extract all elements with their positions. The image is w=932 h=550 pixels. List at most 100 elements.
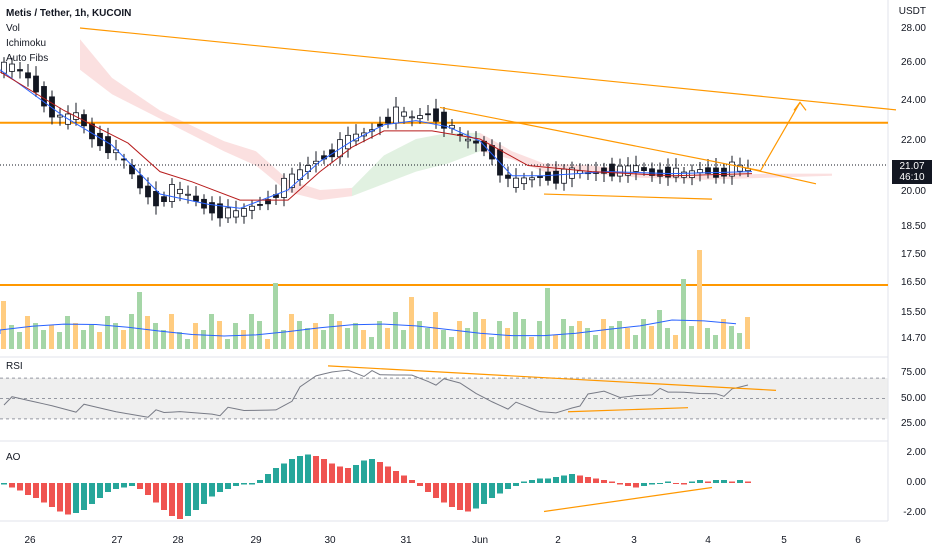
ao-bar [129, 483, 135, 486]
ao-bar [409, 480, 415, 483]
ao-bar [369, 459, 375, 483]
volume-bar [697, 250, 702, 349]
volume-bar [41, 330, 46, 349]
candle-body [409, 116, 415, 119]
ao-trendline [543, 486, 713, 513]
price-axis-label: 18.50 [900, 221, 926, 232]
volume-bar [97, 332, 102, 349]
ao-bar [265, 474, 271, 483]
ao-bar [705, 481, 711, 483]
candle-body [705, 167, 711, 174]
volume-bar [321, 330, 326, 349]
ao-bar [697, 480, 703, 483]
volume-bar [241, 330, 246, 349]
ao-bar [297, 456, 303, 483]
time-axis-label: 3 [631, 535, 637, 546]
ao-bar [249, 483, 255, 485]
ao-bar [497, 483, 503, 494]
ao-bar [689, 481, 695, 483]
ao-bar [161, 483, 167, 510]
ao-bar [425, 483, 431, 492]
volume-bar [361, 330, 366, 349]
ao-bar [177, 483, 183, 519]
ao-bar [745, 481, 751, 483]
ao-bar [641, 483, 647, 486]
candle-body [177, 188, 183, 195]
candle-countdown: 46:10 [899, 172, 925, 183]
ao-bar [729, 481, 735, 483]
volume-bar [393, 312, 398, 349]
volume-bar [1, 301, 6, 349]
current-price-badge: 21.07 46:10 [892, 160, 932, 184]
ao-bar [721, 480, 727, 483]
rsi-axis-label: 25.00 [900, 418, 926, 429]
rsi-pane-label[interactable]: RSI [6, 361, 23, 372]
candle-body [673, 167, 679, 178]
rsi-trendline [327, 365, 777, 391]
time-axis-label: 30 [324, 535, 336, 546]
kijun-line [0, 71, 753, 201]
volume-bar [225, 339, 230, 349]
rsi-axis-label: 75.00 [900, 367, 926, 378]
candle-body [41, 86, 47, 107]
candle-body [609, 163, 615, 177]
ao-bar [457, 483, 463, 510]
volume-bar [337, 321, 342, 349]
volume-bar [665, 328, 670, 349]
candle-body [249, 205, 255, 211]
volume-bar [137, 292, 142, 349]
candle-body [729, 161, 735, 177]
ao-bar [257, 480, 263, 483]
price-axis-label: 16.50 [900, 277, 926, 288]
volume-bar [465, 328, 470, 349]
ao-bar [185, 483, 191, 516]
volume-bar [281, 330, 286, 349]
candle-body [153, 190, 159, 207]
ao-bar [569, 474, 575, 483]
volume-bar [121, 330, 126, 349]
price-axis-label: 14.70 [900, 333, 926, 344]
volume-bar [73, 323, 78, 349]
ao-bar [553, 477, 559, 483]
ao-bar [289, 459, 295, 483]
ao-bar [105, 483, 111, 492]
ao-bar [577, 475, 583, 483]
indicator-auto-fibs[interactable]: Auto Fibs [6, 53, 49, 64]
candle-body [513, 177, 519, 188]
candle-body [225, 207, 231, 219]
volume-bar [641, 319, 646, 349]
volume-bar [385, 328, 390, 349]
ao-bar [737, 480, 743, 483]
trendline [543, 193, 713, 200]
volume-bar [521, 319, 526, 349]
ao-bar [241, 483, 247, 485]
time-axis-label: 5 [781, 535, 787, 546]
ao-bar [33, 483, 39, 498]
candle-body [617, 165, 623, 177]
trendline [79, 27, 897, 111]
volume-bar [329, 314, 334, 349]
candle-body [641, 167, 647, 172]
volume-bar [673, 335, 678, 349]
volume-bar [169, 314, 174, 349]
ao-pane-label[interactable]: AO [6, 452, 21, 463]
indicator-ichimoku[interactable]: Ichimoku [6, 38, 47, 49]
ao-bar [417, 483, 423, 486]
volume-bar [25, 316, 30, 349]
volume-bar [441, 330, 446, 349]
ao-bar [537, 478, 543, 483]
candle-body [737, 164, 743, 172]
volume-bar [201, 330, 206, 349]
candle-body [601, 167, 607, 174]
candle-body [185, 193, 191, 196]
ao-bar [321, 459, 327, 483]
volume-bar [217, 321, 222, 349]
ao-bar [489, 483, 495, 498]
volume-bar [649, 326, 654, 349]
indicator-vol[interactable]: Vol [6, 23, 20, 34]
ao-bar [521, 481, 527, 483]
ao-bar [505, 483, 511, 489]
ao-bar [25, 483, 31, 495]
time-axis-label: 29 [250, 535, 262, 546]
